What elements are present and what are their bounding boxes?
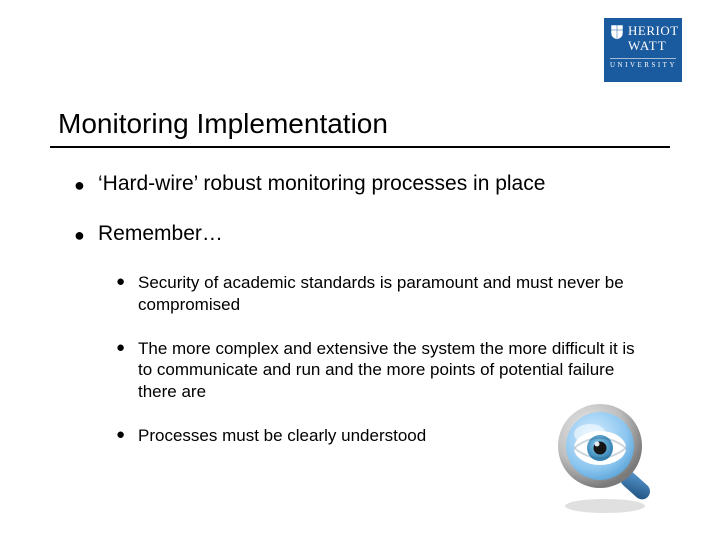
university-logo: HERIOT WATT UNIVERSITY (604, 18, 682, 82)
bullet-dot: ● (116, 272, 138, 316)
bullet-dot: ● (116, 338, 138, 403)
logo-line1: HERIOT (628, 24, 676, 39)
bullet-text: Processes must be clearly understood (138, 425, 426, 447)
bullet-text: ‘Hard-wire’ robust monitoring processes … (98, 172, 545, 198)
bullet-level2: ● Security of academic standards is para… (116, 272, 662, 316)
bullet-dot: ● (74, 222, 98, 248)
bullet-level1: ● ‘Hard-wire’ robust monitoring processe… (74, 172, 662, 198)
title-underline (50, 146, 670, 148)
bullet-text: Remember… (98, 222, 223, 248)
bullet-level1: ● Remember… (74, 222, 662, 248)
bullet-level2: ● The more complex and extensive the sys… (116, 338, 662, 403)
logo-divider (610, 58, 676, 59)
magnifying-glass-eye-icon (550, 398, 670, 518)
logo-line2: WATT (628, 39, 676, 54)
shield-icon (610, 24, 624, 40)
bullet-text: Security of academic standards is paramo… (138, 272, 642, 316)
bullet-text: The more complex and extensive the syste… (138, 338, 642, 403)
logo-sub: UNIVERSITY (610, 61, 676, 69)
bullet-dot: ● (116, 425, 138, 447)
bullet-dot: ● (74, 172, 98, 198)
page-title: Monitoring Implementation (58, 108, 388, 140)
